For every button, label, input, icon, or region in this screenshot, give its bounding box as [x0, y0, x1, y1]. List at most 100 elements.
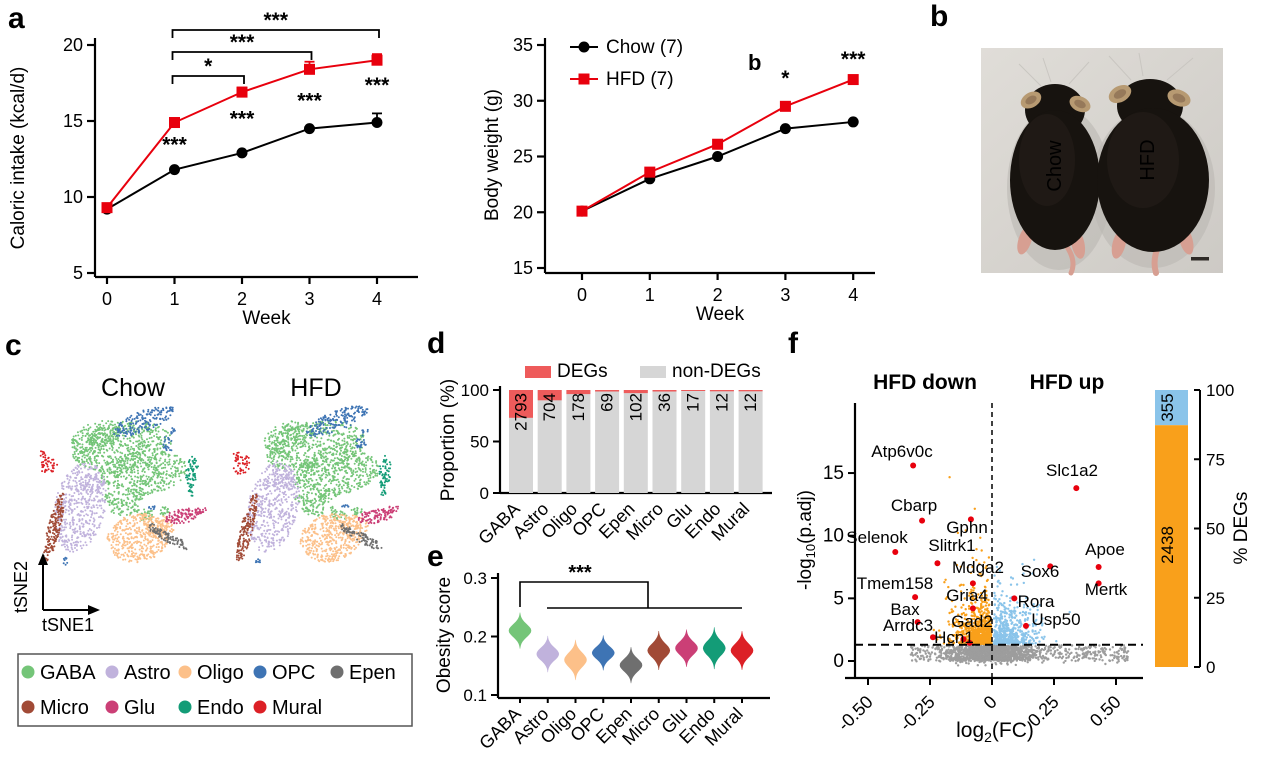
gene-label-Selenok: Selenok: [846, 528, 908, 547]
significance-stars: *: [781, 67, 790, 90]
panel-label-e: e: [427, 540, 444, 573]
gene-label-Gria4: Gria4: [946, 586, 988, 605]
violin-glu: [675, 629, 698, 667]
svg-text:10: 10: [63, 187, 83, 207]
legend-item-epen: Epen: [349, 662, 396, 684]
svg-text:5: 5: [73, 263, 83, 283]
significance-stars: ***: [162, 133, 187, 156]
violin-endo: [702, 627, 726, 670]
up-count: 355: [1158, 393, 1177, 421]
deg-count: 12: [741, 393, 760, 412]
violin-epen: [619, 647, 643, 684]
legend-item-glu: Glu: [124, 697, 155, 719]
photo-label-hfd: HFD: [1137, 139, 1159, 180]
significance-stars: ***: [263, 9, 288, 32]
svg-text:15: 15: [63, 111, 83, 131]
panel-label-c: c: [5, 329, 22, 362]
legend-item-gaba: GABA: [40, 662, 96, 684]
deg-count: 17: [684, 393, 703, 412]
panel-label-b: b: [930, 0, 949, 33]
gene-label-Hcn1: Hcn1: [934, 628, 974, 647]
pct-degs-label: % DEGs: [1231, 492, 1252, 565]
violin-gaba: [508, 612, 532, 649]
svg-text:15: 15: [513, 258, 533, 278]
y-axis-label: -log10(p.adj): [795, 490, 818, 590]
legend-DEGs: DEGs: [557, 361, 608, 382]
gene-label-Atp6v0c: Atp6v0c: [871, 442, 933, 461]
violin-micro: [647, 631, 671, 670]
gene-label-Bax: Bax: [890, 600, 920, 619]
gene-label-Mdga2: Mdga2: [952, 558, 1004, 577]
tsne-plot-chow: [39, 406, 207, 566]
gene-label-Mertk: Mertk: [1085, 580, 1128, 599]
gene-label-Slitrk1: Slitrk1: [928, 536, 975, 555]
panel-label-f: f: [788, 327, 798, 360]
gene-label-Usp50: Usp50: [1031, 610, 1080, 629]
violin-opc: [591, 635, 615, 671]
gene-label-Gphn: Gphn: [946, 518, 988, 537]
x-axis-label: log2(FC): [956, 719, 1034, 745]
title-hfd-up: HFD up: [1030, 371, 1105, 394]
svg-text:0: 0: [577, 285, 587, 305]
svg-text:35: 35: [513, 35, 533, 55]
side-bar-down: [1155, 425, 1188, 667]
violin-astro: [536, 635, 560, 673]
significance-stars: ***: [297, 89, 322, 112]
gene-label-Rora: Rora: [1018, 592, 1055, 611]
significance-stars: ***: [568, 562, 592, 584]
legend-item-micro: Micro: [40, 697, 89, 719]
tsne-axis-arrows: tSNE2 tSNE1: [11, 553, 100, 635]
y-axis-label: Proportion (%): [438, 379, 459, 502]
svg-text:20: 20: [63, 35, 83, 55]
svg-text:20: 20: [513, 202, 533, 222]
tsne-title-hfd: HFD: [290, 374, 342, 402]
y-axis-label: Body weight (g): [482, 89, 503, 221]
panel-label-d: d: [427, 327, 446, 360]
tsne2-label: tSNE2: [11, 561, 31, 613]
y-axis-label: Obesity score: [434, 577, 455, 693]
significance-stars: ***: [230, 108, 255, 131]
legend-item-endo: Endo: [197, 697, 244, 719]
legend-item-oligo: Oligo: [197, 662, 244, 684]
x-axis-label: Week: [696, 304, 745, 325]
title-hfd-down: HFD down: [873, 371, 977, 394]
svg-text:4: 4: [848, 285, 858, 305]
svg-text:2: 2: [237, 289, 247, 309]
svg-text:3: 3: [304, 289, 314, 309]
tsne1-label: tSNE1: [42, 615, 94, 635]
cell-type-legend: GABA Astro Oligo OPC Epen Micro Glu Endo Mural: [17, 653, 413, 727]
legend-item-opc: OPC: [272, 662, 315, 684]
gene-label-Slc1a2: Slc1a2: [1046, 461, 1098, 480]
svg-text:3: 3: [780, 285, 790, 305]
legend-item-mural: Mural: [272, 697, 322, 719]
scale-bar: [1191, 257, 1209, 261]
deg-count: 12: [712, 393, 731, 412]
svg-text:0: 0: [102, 289, 112, 309]
violin-mural: [730, 631, 754, 670]
significance-stars: ***: [841, 48, 866, 71]
gene-label-Tmem158: Tmem158: [857, 574, 934, 593]
mice-photo: Chow HFD: [981, 48, 1223, 276]
deg-count: 102: [626, 393, 645, 421]
significance-stars: ***: [230, 31, 255, 54]
legend-item-astro: Astro: [124, 662, 171, 684]
tsne-title-chow: Chow: [101, 374, 165, 402]
violin-oligo: [564, 639, 587, 681]
down-count: 2438: [1158, 526, 1177, 564]
deg-count: 704: [540, 393, 559, 421]
x-axis-label: Week: [242, 308, 291, 329]
deg-count: 178: [569, 393, 588, 421]
gene-label-Arrdc3: Arrdc3: [883, 616, 933, 635]
significance-stars: *: [204, 55, 213, 78]
tsne-plot-hfd: [232, 405, 399, 564]
caloric-intake-line-chart: 5 10 15 20 0 1 2 3 4 Week Caloric intake (kcal/d) *…: [8, 9, 418, 329]
svg-text:30: 30: [513, 91, 533, 111]
svg-text:2: 2: [713, 285, 723, 305]
deg-count: 36: [655, 393, 674, 412]
photo-label-chow: Chow: [1044, 140, 1066, 192]
svg-text:1: 1: [169, 289, 179, 309]
